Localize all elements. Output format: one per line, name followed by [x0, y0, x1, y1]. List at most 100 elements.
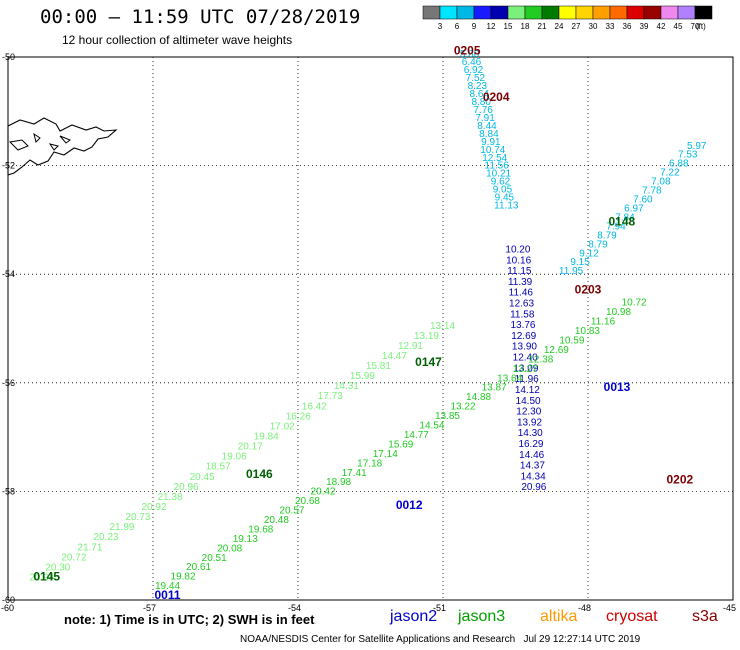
swh-value: 7.94 — [606, 221, 626, 232]
pass-id-label: 0147 — [415, 355, 442, 369]
swh-value: 11.39 — [508, 277, 533, 288]
data-labels: 5.806.466.927.528.238.648.807.767.918.44… — [29, 49, 707, 592]
swh-value: 20.72 — [61, 552, 86, 563]
swh-value: 9.45 — [495, 193, 515, 204]
pass-id-label: 0013 — [604, 380, 631, 394]
page-title: 00:00 – 11:59 UTC 07/28/2019 — [40, 6, 361, 28]
colorbar-unit: (ft) — [696, 22, 706, 31]
swh-value: 19.13 — [233, 534, 258, 545]
swh-value: 14.30 — [518, 428, 543, 439]
y-tick-label: -52 — [2, 161, 15, 171]
swh-value: 11.96 — [514, 374, 539, 385]
x-tick-label: -60 — [1, 603, 14, 613]
colorbar-label: 12 — [487, 22, 496, 31]
colorbar-label: 70 — [691, 22, 700, 31]
plot-frame — [7, 56, 734, 601]
pass-id-label: 0148 — [608, 214, 635, 228]
grid-lines — [8, 57, 733, 600]
colorbar-swatch — [456, 5, 475, 20]
pass-id-label: 0145 — [33, 569, 60, 583]
colorbar-swatch — [524, 5, 543, 20]
swh-value: 8.23 — [468, 81, 488, 92]
swh-value: 13.27 — [513, 364, 538, 375]
swh-value: 15.99 — [350, 371, 375, 382]
swh-value: 14.88 — [466, 392, 491, 403]
colorbar-label: 18 — [521, 22, 530, 31]
x-tick-label: -48 — [578, 603, 591, 613]
y-tick-label: -58 — [2, 486, 15, 496]
swh-value: 13.09 — [513, 363, 538, 374]
swh-value: 7.08 — [651, 177, 671, 188]
swh-value: 20.17 — [238, 442, 263, 453]
colorbar-swatch — [609, 5, 628, 20]
swh-value: 15.81 — [366, 361, 391, 372]
pass-id-label: 0202 — [666, 472, 693, 486]
swh-value: 20.08 — [217, 543, 242, 554]
x-tick-label: -54 — [288, 603, 301, 613]
satellite-name: jason3 — [458, 608, 506, 625]
swh-value: 12.54 — [482, 153, 507, 164]
swh-value: 14.77 — [404, 430, 429, 441]
swh-value: 14.46 — [519, 450, 544, 461]
swh-value: 8.44 — [477, 121, 497, 132]
swh-value: 12.63 — [509, 299, 534, 310]
swh-value: 7.53 — [678, 150, 698, 161]
colorbar-swatch — [490, 5, 509, 20]
swh-value: 7.84 — [615, 212, 635, 223]
swh-value: 11.56 — [485, 161, 510, 172]
swh-value: 20.92 — [142, 502, 167, 513]
swh-value: 14.47 — [382, 351, 407, 362]
swh-value: 17.73 — [318, 391, 343, 402]
colorbar-label: 45 — [674, 22, 683, 31]
swh-value: 12.40 — [513, 353, 538, 364]
swh-value: 20.94 — [29, 572, 54, 583]
colorbar-swatch — [626, 5, 645, 20]
swh-value: 5.80 — [460, 49, 480, 60]
colorbar-label: 3 — [438, 22, 443, 31]
swh-value: 11.46 — [509, 288, 534, 299]
swh-value: 12.38 — [528, 354, 553, 365]
swh-value: 10.20 — [505, 244, 530, 255]
swh-value: 7.91 — [475, 113, 495, 124]
swh-value: 14.34 — [521, 471, 546, 482]
swh-value: 21.71 — [77, 542, 102, 553]
satellite-name: s3a — [692, 608, 718, 625]
swh-value: 7.22 — [660, 168, 680, 179]
footer-credit: NOAA/NESDIS Center for Satellite Applica… — [240, 634, 641, 645]
pass-id-label: 0146 — [246, 467, 273, 481]
swh-value: 19.84 — [254, 432, 279, 443]
pass-id-label: 0203 — [575, 283, 602, 297]
swh-value: 8.80 — [471, 97, 491, 108]
swh-value: 9.62 — [491, 177, 511, 188]
footer-note: note: 1) Time is in UTC; 2) SWH is in fe… — [64, 612, 315, 627]
swh-value: 12.69 — [511, 331, 536, 342]
swh-value: 19.06 — [222, 452, 247, 463]
swh-value: 14.50 — [516, 396, 541, 407]
colorbar-label: 30 — [589, 22, 598, 31]
swh-value: 10.59 — [559, 335, 584, 346]
swh-value: 16.42 — [302, 401, 327, 412]
swh-value: 20.68 — [295, 496, 320, 507]
swh-value: 14.37 — [520, 461, 545, 472]
colorbar-label: 9 — [472, 22, 477, 31]
swh-value: 5.97 — [687, 141, 707, 152]
swh-value: 7.78 — [642, 186, 662, 197]
swh-value: 14.12 — [515, 385, 540, 396]
x-tick-label: -57 — [143, 603, 156, 613]
y-tick-label: -50 — [2, 52, 15, 62]
swh-value: 13.76 — [510, 320, 535, 331]
swh-value: 19.82 — [171, 572, 196, 583]
satellite-name: cryosat — [606, 608, 658, 625]
colorbar-label: 39 — [640, 22, 649, 31]
pass-id-label: 0204 — [483, 90, 510, 104]
swh-value: 13.22 — [451, 402, 476, 413]
swh-value: 20.42 — [311, 487, 336, 498]
swh-value: 12.91 — [398, 341, 423, 352]
swh-value: 10.72 — [622, 298, 647, 309]
colorbar-label: 21 — [538, 22, 547, 31]
swh-value: 8.64 — [470, 89, 490, 100]
colorbar-swatch — [439, 5, 458, 20]
swh-value: 13.85 — [435, 411, 460, 422]
